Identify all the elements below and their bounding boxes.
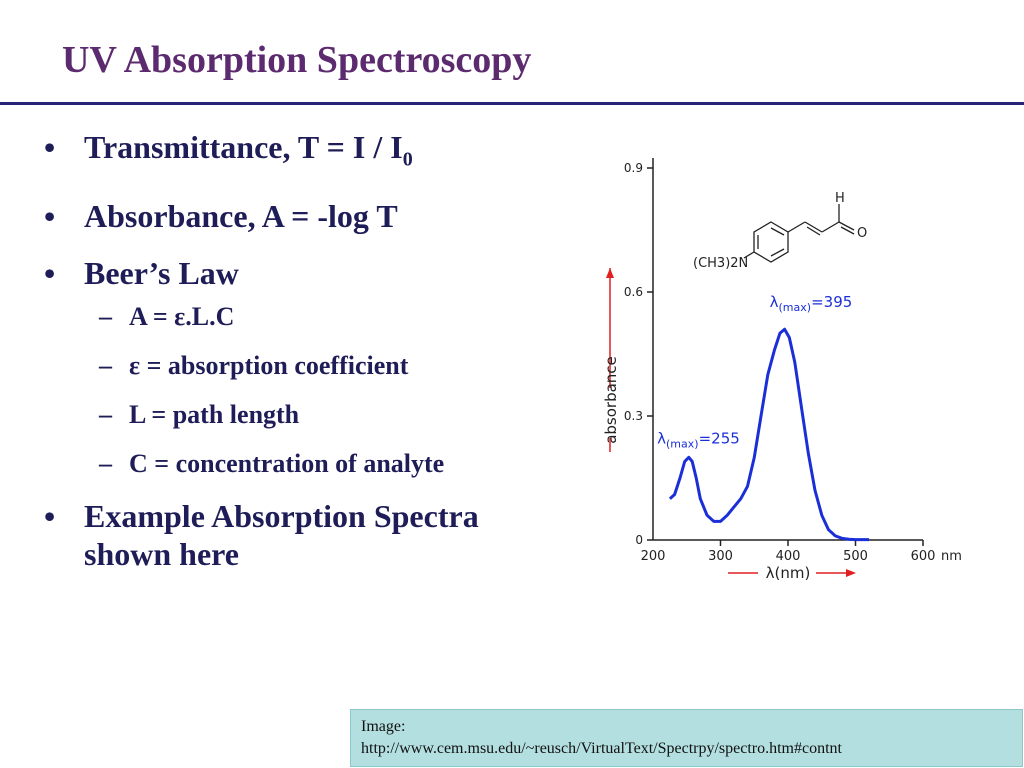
image-source-caption: Image: http://www.cem.msu.edu/~reusch/Vi… [350, 709, 1023, 767]
x-tick-group: 200 300 400 500 600 [641, 540, 936, 564]
bullet-example-spectra: • Example Absorption Spectra shown here [44, 497, 484, 573]
right-arrow-head [846, 569, 856, 577]
sub-bullet-text: ε = absorption coefficient [129, 351, 409, 381]
y-tick-group: 0 0.3 0.6 0.9 [624, 161, 653, 547]
molecule-structure [743, 204, 855, 263]
absorption-spectrum-chart: 0 0.3 0.6 0.9 200 300 400 500 600 nm absorbance… [602, 158, 962, 582]
caption-url[interactable]: http://www.cem.msu.edu/~reusch/VirtualTe… [361, 740, 842, 757]
sub-bullet-text: A = ε.L.C [129, 302, 235, 332]
lambda-symbol: λ [770, 293, 779, 311]
sub-bullet-concentration: – C = concentration of analyte [44, 447, 584, 481]
bullet-dot: • [44, 498, 56, 535]
x-tick-label: 400 [776, 549, 801, 564]
dimethylamino-label: (CH3)2N [693, 256, 748, 271]
y-tick-label: 0.3 [624, 409, 643, 423]
ring-double-bond [770, 227, 785, 236]
y-tick-label: 0.9 [624, 161, 643, 175]
caption-label: Image: [361, 718, 406, 735]
aldehyde-h-label: H [835, 191, 845, 206]
ring-double-bond [770, 248, 785, 257]
lambda-value: =395 [811, 293, 852, 311]
up-arrow-head [606, 268, 614, 278]
sub-bullet-dash: – [99, 400, 112, 430]
lambda-symbol: λ [657, 429, 666, 447]
y-axis-label-group: absorbance [602, 268, 620, 452]
x-tick-label: 500 [843, 549, 868, 564]
bullet-text: Absorbance, A = -log T [84, 198, 398, 235]
bullet-dot: • [44, 255, 56, 292]
lambda-value: =255 [699, 429, 740, 447]
bullet-dot: • [44, 198, 56, 235]
y-tick-label: 0 [635, 533, 643, 547]
sub-bullet-epsilon: – ε = absorption coefficient [44, 349, 584, 383]
bullet-text: Beer’s Law [84, 255, 239, 292]
x-tick-label: 600 [911, 549, 936, 564]
x-unit-label: nm [941, 549, 962, 564]
vinyl-double-bond-inner [806, 226, 821, 236]
carbonyl-bond [838, 221, 855, 231]
sub-bullet-dash: – [99, 302, 112, 332]
aldehyde-o-label: O [857, 226, 867, 241]
bullet-list: • Transmittance, T = I / I0 • Absorbance, … [44, 128, 584, 592]
x-axis-label: λ(nm) [766, 564, 811, 582]
slide-title: UV Absorption Spectroscopy [62, 39, 532, 81]
sub-bullet-text: L = path length [129, 400, 300, 430]
bullet-text: Example Absorption Spectra shown here [84, 498, 479, 573]
bullet-text: Transmittance, T = I / I [84, 129, 403, 165]
sub-bullet-dash: – [99, 449, 112, 479]
title-divider [0, 102, 1024, 105]
x-axis-label-group: λ(nm) [728, 564, 856, 582]
carbonyl-carbon-bond [821, 221, 840, 233]
lambda-max-255-label: λ(max)=255 [657, 429, 740, 450]
bullet-dot: • [44, 129, 56, 165]
y-axis-label: absorbance [602, 356, 620, 444]
x-tick-label: 300 [708, 549, 733, 564]
lambda-max-395-label: λ(max)=395 [770, 293, 853, 314]
lambda-subscript: (max) [666, 437, 699, 450]
bullet-absorbance: • Absorbance, A = -log T [44, 197, 584, 235]
absorbance-curve [668, 327, 869, 542]
vinyl-bond [787, 221, 806, 233]
sub-bullet-text: C = concentration of analyte [129, 449, 445, 479]
bullet-subscript: 0 [402, 148, 413, 171]
bullet-transmittance: • Transmittance, T = I / I0 [44, 128, 584, 178]
vinyl-double-bond [804, 221, 823, 233]
sub-bullet-equation: – A = ε.L.C [44, 300, 584, 334]
sub-bullet-path-length: – L = path length [44, 398, 584, 432]
sub-bullet-dash: – [99, 351, 112, 381]
bullet-beers-law: • Beer’s Law [44, 254, 584, 292]
x-tick-label: 200 [641, 549, 666, 564]
y-tick-label: 0.6 [624, 285, 643, 299]
carbonyl-double-bond [840, 226, 855, 235]
n-ring-bond [743, 251, 755, 259]
lambda-subscript: (max) [779, 301, 812, 314]
